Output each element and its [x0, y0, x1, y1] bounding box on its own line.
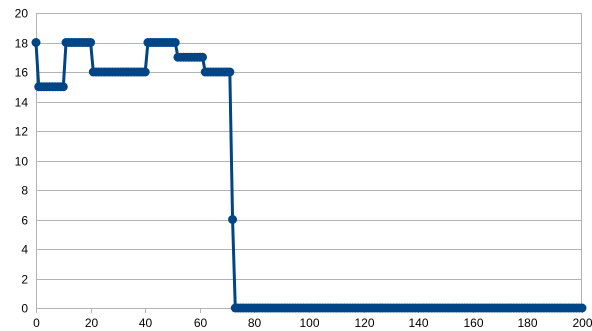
data-point [198, 52, 208, 62]
y-tick-label: 16 [15, 66, 29, 80]
x-tick-label: 0 [33, 316, 40, 330]
y-tick-label: 20 [15, 7, 29, 21]
y-tick-label: 12 [15, 125, 29, 139]
y-tick-label: 0 [21, 302, 28, 316]
data-point [140, 67, 150, 77]
data-point [577, 303, 587, 313]
data-point [86, 38, 96, 47]
data-point [170, 38, 180, 47]
data-point [58, 82, 68, 92]
x-tick-label: 140 [408, 316, 428, 330]
data-point [228, 215, 238, 224]
x-tick-label: 180 [517, 316, 537, 330]
x-tick-label: 160 [463, 316, 483, 330]
x-tick-label: 60 [194, 316, 208, 330]
y-tick-label: 18 [15, 37, 29, 51]
y-tick-label: 6 [21, 214, 28, 228]
x-tick-label: 80 [248, 316, 262, 330]
y-tick-label: 4 [21, 243, 28, 257]
y-axis-tick-labels: 0 2 4 6 8 10 12 14 16 18 20 [15, 7, 29, 316]
x-tick-label: 200 [572, 316, 592, 330]
data-series [31, 38, 587, 313]
x-tick-label: 20 [85, 316, 99, 330]
x-tick-label: 120 [354, 316, 374, 330]
y-tick-label: 8 [21, 184, 28, 198]
data-point [31, 38, 41, 47]
y-tick-label: 14 [15, 96, 29, 110]
x-axis-tick-labels: 0 20 40 60 80 100 120 140 160 180 200 [33, 316, 592, 330]
x-tick-label: 100 [299, 316, 319, 330]
y-tick-label: 10 [15, 155, 29, 169]
x-tick-label: 40 [139, 316, 153, 330]
data-point [225, 67, 235, 77]
y-tick-label: 2 [21, 273, 28, 287]
grid-lines [36, 13, 582, 309]
